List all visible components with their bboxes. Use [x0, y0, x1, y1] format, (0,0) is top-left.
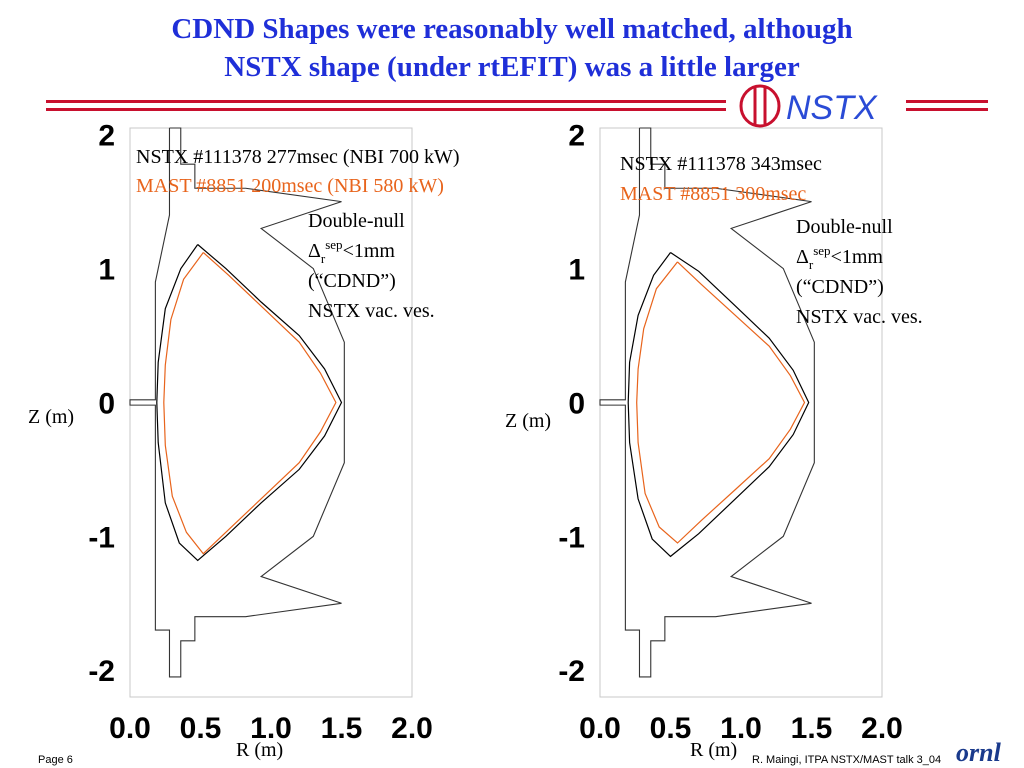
annotation-double-null: Double-null: [308, 210, 405, 232]
annotation-cdnd: (“CDND”): [796, 276, 884, 298]
page-number: Page 6: [38, 754, 73, 766]
nstx-logo-text: NSTX: [786, 89, 878, 127]
footer-credit: R. Maingi, ITPA NSTX/MAST talk 3_04: [752, 754, 942, 766]
x-tick-label: 1.5: [791, 712, 833, 745]
annotation-vac-ves: NSTX vac. ves.: [796, 306, 923, 328]
annotation-cdnd: (“CDND”): [308, 270, 396, 292]
plot-panel-2: 0.0 0.5 1.0 1.5 2.0 2 1 0 -1 -2 Z (m) R (m) NSTX #11…: [505, 120, 923, 761]
x-tick-label: 1.5: [321, 712, 363, 745]
mast-boundary-line: [636, 261, 806, 544]
title-line-2: NSTX shape (under rtEFIT) was a little l…: [224, 51, 800, 83]
y-axis-label: Z (m): [28, 406, 74, 428]
annotation-delta-r: Δrsep<1mm: [796, 243, 883, 272]
legend-nstx: NSTX #111378 277msec (NBI 700 kW): [136, 146, 459, 168]
y-tick-label: -2: [88, 655, 115, 688]
x-axis-label: R (m): [690, 739, 737, 761]
plot-panel-1: 0.0 0.5 1.0 1.5 2.0 2 1 0 -1 -2 Z (m) R (m) NSTX #11…: [28, 120, 459, 761]
plot-frame: [599, 127, 883, 698]
header-rule-right-bottom: [906, 108, 988, 111]
y-tick-label: 0: [568, 387, 585, 420]
x-tick-label: 0.0: [109, 712, 151, 745]
header-rule-right-top: [906, 100, 988, 103]
y-tick-label: 0: [98, 387, 115, 420]
x-tick-label: 2.0: [861, 712, 903, 745]
legend-mast: MAST #8851 300msec: [620, 183, 806, 205]
annotation-vac-ves: NSTX vac. ves.: [308, 300, 435, 322]
y-tick-label: 2: [568, 120, 585, 153]
ornl-logo-icon: ornl: [956, 738, 1001, 767]
slide-title: CDND Shapes were reasonably well matched…: [0, 10, 1024, 86]
x-tick-label: 1.0: [250, 712, 292, 745]
y-tick-label: -1: [558, 521, 585, 554]
nstx-boundary-line: [627, 252, 810, 558]
mast-boundary-line: [163, 252, 337, 555]
vacuum-vessel-outline: [129, 127, 345, 678]
nstx-boundary-line: [156, 244, 343, 562]
x-tick-label: 0.5: [650, 712, 692, 745]
annotation-delta-r: Δrsep<1mm: [308, 237, 395, 266]
nstx-logo-icon: NSTX: [739, 84, 878, 128]
y-tick-label: 2: [98, 120, 115, 153]
plot-frame: [129, 127, 413, 698]
x-tick-label: 0.0: [579, 712, 621, 745]
annotation-double-null: Double-null: [796, 216, 893, 238]
y-tick-label: -2: [558, 655, 585, 688]
x-tick-label: 0.5: [180, 712, 222, 745]
y-axis-label: Z (m): [505, 410, 551, 432]
y-tick-label: -1: [88, 521, 115, 554]
header-rule-left-top: [46, 100, 726, 103]
x-tick-label: 1.0: [720, 712, 762, 745]
legend-mast: MAST #8851 200msec (NBI 580 kW): [136, 175, 444, 197]
header-rule-left-bottom: [46, 108, 726, 111]
x-tick-label: 2.0: [391, 712, 433, 745]
x-axis-label: R (m): [236, 739, 283, 761]
y-tick-label: 1: [98, 254, 115, 287]
vacuum-vessel-outline: [599, 127, 815, 678]
y-tick-label: 1: [568, 254, 585, 287]
legend-nstx: NSTX #111378 343msec: [620, 153, 822, 175]
title-line-1: CDND Shapes were reasonably well matched…: [171, 13, 853, 45]
